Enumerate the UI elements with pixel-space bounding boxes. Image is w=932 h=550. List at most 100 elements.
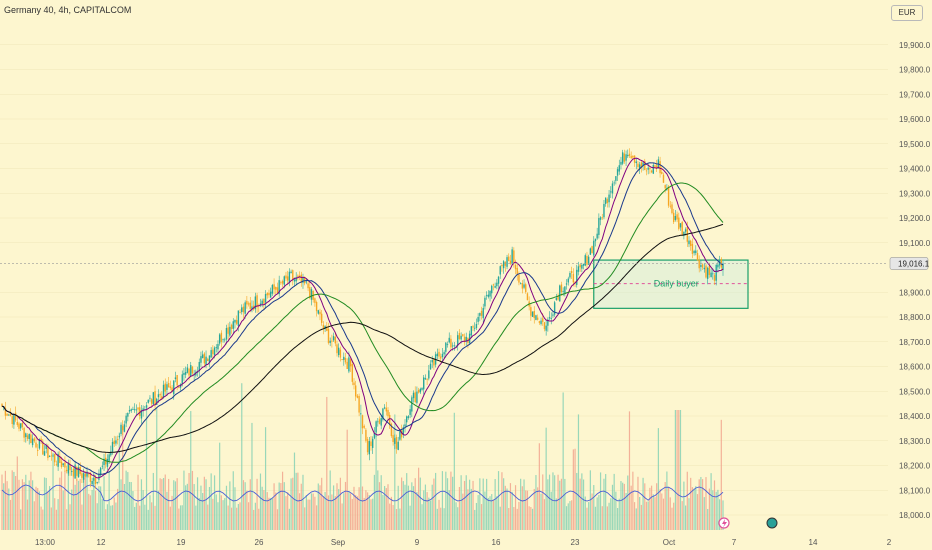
candle-body — [261, 300, 263, 305]
candle-body — [235, 320, 238, 324]
volume-bar — [76, 479, 78, 530]
currency-button[interactable]: EUR — [891, 5, 923, 21]
candle-body — [662, 174, 665, 183]
candle-body — [203, 353, 206, 364]
volume-bar — [577, 414, 580, 530]
candle-body — [591, 246, 593, 253]
candle-body — [570, 270, 573, 274]
candle-body — [40, 438, 42, 441]
candle-body — [16, 421, 19, 425]
time-tick-label: 7 — [732, 538, 737, 547]
candle-body — [128, 409, 131, 412]
candle-body — [706, 267, 709, 279]
candle-body — [288, 271, 291, 283]
volume-bar — [448, 490, 450, 530]
volume-bar — [207, 504, 209, 530]
volume-bar — [331, 494, 333, 530]
candle-body — [147, 399, 149, 403]
candle-body — [385, 407, 388, 412]
candle-body — [630, 156, 632, 159]
price-axis[interactable]: 19,900.0 19,800.0 19,700.0 19,600.0 19,500.0… — [899, 41, 931, 520]
volume-bar — [334, 496, 336, 530]
candle-body — [35, 442, 37, 448]
volume-bar — [620, 481, 622, 530]
volume-bar — [96, 503, 98, 530]
volume-bar — [162, 478, 165, 530]
volume-bar — [302, 474, 304, 530]
candle-body — [190, 365, 192, 377]
volume-bar — [145, 405, 148, 530]
candle-body — [620, 161, 622, 165]
volume-bar — [526, 490, 529, 530]
volume-bar — [341, 503, 343, 530]
candle-body — [283, 276, 285, 285]
candle-body — [247, 303, 250, 305]
chart-icons[interactable] — [718, 517, 778, 529]
volume-bar — [25, 474, 27, 530]
volume-bar — [431, 484, 433, 530]
volume-bar — [249, 479, 251, 530]
candle-body — [356, 395, 359, 398]
volume-bar — [639, 496, 641, 530]
volume-bar — [33, 501, 35, 530]
volume-bar — [319, 485, 321, 530]
candle-body — [377, 421, 379, 423]
volume-bar — [88, 493, 90, 530]
volume-bar — [244, 482, 246, 530]
candle-body — [693, 250, 695, 254]
volume-bar — [458, 486, 461, 530]
volume-bar — [103, 476, 105, 530]
volume-bar — [494, 479, 496, 530]
candle-body — [122, 426, 124, 431]
event-dot-icon[interactable] — [766, 517, 778, 529]
candle-body — [353, 382, 355, 385]
candle-body — [305, 281, 308, 283]
volume-bar — [229, 481, 231, 530]
volume-bar — [538, 443, 540, 530]
volume-bar — [361, 486, 364, 530]
candle-body — [88, 473, 90, 475]
candle-body — [496, 282, 498, 287]
candle-body — [74, 464, 76, 479]
candle-body — [412, 392, 415, 399]
volume-bar — [584, 496, 586, 530]
volume-bar — [462, 493, 464, 530]
candle-body — [717, 264, 719, 268]
volume-bar — [74, 484, 76, 530]
volume-bar — [700, 476, 702, 530]
volume-bar — [479, 478, 481, 530]
volume-bar — [666, 471, 668, 530]
candle-body — [368, 441, 371, 455]
volume-bar — [113, 497, 115, 530]
candle-body — [33, 438, 36, 442]
candle-body — [281, 281, 284, 284]
volume-bar — [288, 508, 290, 530]
volume-bar — [523, 479, 525, 530]
last-price-label-bg — [889, 257, 929, 270]
volume-bar — [647, 501, 649, 530]
volume-bar — [290, 478, 292, 530]
volume-bar — [418, 467, 420, 530]
candle-body — [577, 266, 580, 272]
volume-bar — [1, 474, 3, 530]
volume-bar — [227, 505, 229, 530]
volume-bar — [83, 478, 85, 530]
candle-body — [278, 280, 280, 295]
time-axis[interactable]: 13:00 12 19 26 Sep 9 16 23 Oct 7 14 2 — [35, 538, 892, 547]
candle-body — [259, 303, 262, 306]
candle-body — [416, 391, 418, 403]
candle-body — [113, 440, 115, 444]
candle-body — [669, 205, 671, 207]
volume-bar — [152, 472, 154, 530]
candle-body — [293, 279, 296, 282]
volume-bar — [397, 485, 399, 530]
candle-body — [712, 273, 714, 275]
volume-bar — [251, 422, 253, 530]
volume-bar — [370, 499, 372, 530]
candle-body — [548, 317, 551, 319]
volume-bar — [586, 507, 588, 530]
volume-bar — [195, 505, 197, 530]
volume-bar — [594, 506, 597, 530]
volume-bar — [649, 487, 651, 530]
